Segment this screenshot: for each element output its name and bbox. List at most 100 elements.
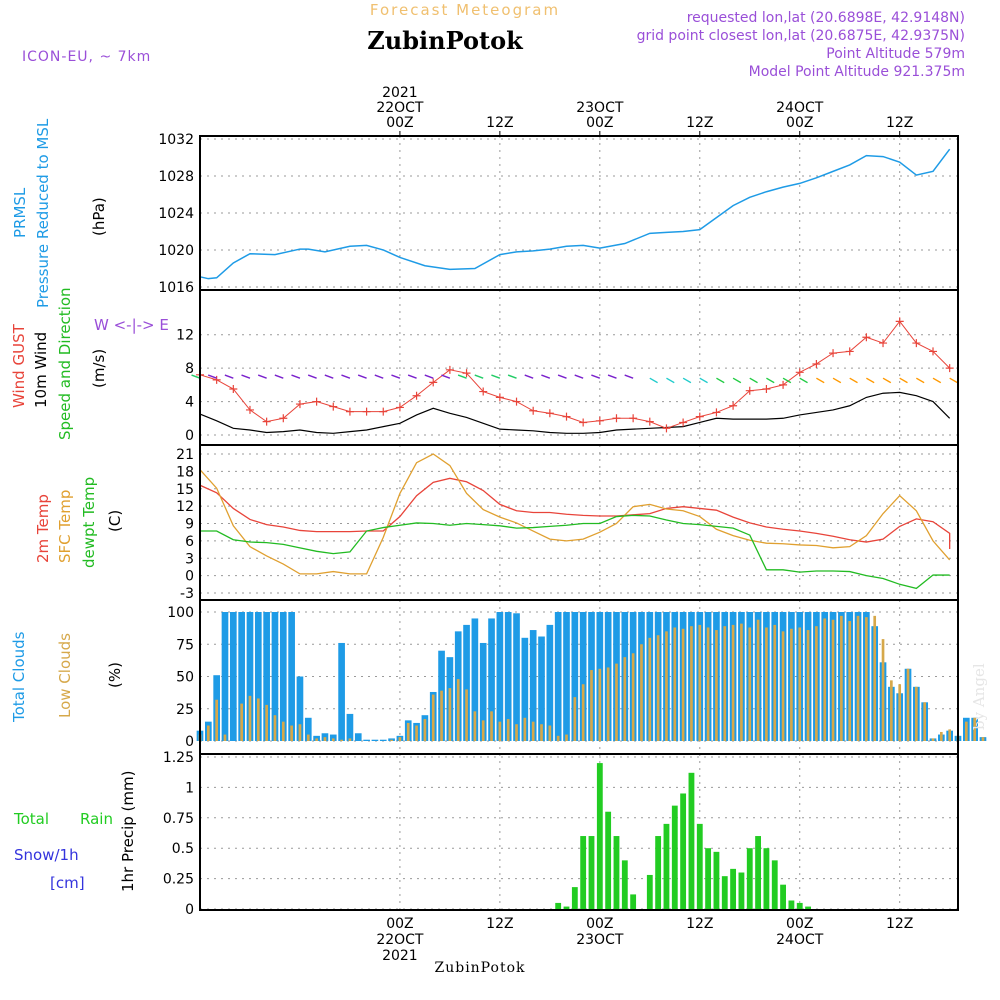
total-cloud-bar — [263, 612, 270, 741]
low-cloud-bar — [415, 725, 418, 741]
time-label-top: 24OCT — [776, 100, 824, 116]
low-cloud-bar — [748, 627, 752, 741]
low-cloud-bar — [806, 630, 810, 741]
prmsl-desc-label: Pressure Reduced to MSL — [34, 118, 52, 308]
wind-arrow — [224, 374, 234, 379]
low-cloud-bar — [498, 721, 502, 741]
rain-bar — [680, 793, 687, 909]
low-cloud-bar — [440, 690, 443, 741]
cm-label: [cm] — [50, 874, 85, 892]
total-cloud-bar — [479, 642, 487, 741]
low-cloud-bar — [215, 699, 218, 741]
rain-bar — [805, 906, 811, 909]
wind-arrow — [916, 377, 925, 384]
low-cloud-bar — [206, 725, 210, 741]
cloud-labels: Total Clouds Low Clouds (%) — [10, 631, 124, 723]
low-cloud-bar — [848, 621, 852, 741]
total-cloud-bar — [221, 612, 229, 741]
rain-bar — [721, 876, 728, 909]
footer-station: ZubinPotok — [434, 960, 525, 976]
time-label-bottom: 23OCT — [576, 932, 624, 948]
tick-label-y: 6 — [185, 534, 194, 550]
low-cloud-bar — [765, 627, 768, 741]
low-cloud-bar — [681, 628, 685, 741]
low-cloud-bar — [606, 667, 610, 741]
total-cloud-bar — [538, 636, 545, 741]
total-label: Total — [13, 810, 49, 828]
wind-arrow — [307, 374, 317, 379]
precip-labels: Total Rain Snow/1h [cm] 1hr Precip (mm) — [13, 771, 137, 892]
total-cloud-bar — [363, 739, 370, 741]
time-label-top: 23OCT — [576, 100, 624, 116]
low-cloud-bar — [931, 738, 935, 741]
t2m-line — [199, 477, 951, 549]
wind-arrow — [541, 374, 551, 379]
low-cloud-bar — [531, 721, 535, 741]
rain-bar — [663, 823, 670, 909]
gust-line — [199, 320, 951, 429]
rain-bar — [630, 894, 637, 909]
time-label-bottom: 00Z — [586, 916, 613, 932]
model-label: ICON-EU, ~ 7km — [22, 49, 151, 65]
low-cloud-bar — [506, 719, 510, 741]
tick-label-y: 0 — [185, 569, 194, 585]
gust-marker — [295, 400, 304, 409]
tick-label-y: 0.5 — [172, 841, 194, 857]
low-cloud-bar — [248, 695, 252, 741]
gust-marker — [479, 387, 488, 396]
time-label-top: 2021 — [382, 85, 418, 101]
total-cloud-bar — [246, 612, 254, 741]
wind-arrow — [932, 377, 942, 384]
wind-arrow — [949, 377, 958, 384]
total-cloud-bar — [388, 738, 395, 741]
wind-arrow — [832, 377, 842, 384]
low-cloud-bar — [540, 724, 543, 741]
wind-arrow — [341, 374, 351, 379]
wind-arrow — [866, 377, 875, 384]
low-cloud-bar — [306, 734, 310, 741]
gust-marker — [795, 368, 804, 377]
low-cloud-bar — [798, 627, 802, 741]
low-cloud-bar — [906, 668, 910, 741]
tick-label-y: 0 — [185, 428, 194, 444]
time-label-bottom: 12Z — [486, 916, 513, 932]
low-cloud-bar — [223, 734, 227, 741]
total-cloud-bar — [521, 637, 529, 741]
wind-arrow — [257, 374, 267, 379]
total-cloud-bar — [579, 612, 587, 741]
wind-arrow — [699, 377, 708, 384]
rain-bar — [613, 836, 620, 909]
low-cloud-bar — [981, 737, 985, 741]
panel-border — [199, 444, 959, 601]
rain-bar — [788, 900, 795, 909]
gust-marker — [829, 349, 838, 358]
low-cloud-bar — [273, 715, 277, 741]
low-cloud-bar — [781, 631, 785, 741]
total-cloud-bar — [379, 739, 387, 741]
wind-arrow — [274, 374, 284, 379]
sfc-temp-line — [199, 453, 951, 575]
pressure-unit: (hPa) — [90, 197, 108, 236]
low-cloud-bar — [973, 717, 976, 741]
total-cloud-bar — [304, 717, 312, 741]
wind-labels: Wind GUST 10m Wind Speed and Direction (… — [10, 287, 169, 440]
wind-arrow — [732, 377, 742, 384]
wind-arrow — [491, 374, 501, 379]
rain-bar — [771, 860, 778, 909]
total-cloud-bar — [329, 734, 337, 741]
low-cloud-bar — [348, 738, 352, 741]
gust-marker — [595, 416, 604, 425]
rain-bar — [655, 836, 662, 909]
tick-label-y: 1028 — [158, 169, 194, 185]
rain-bar — [671, 805, 678, 909]
low-cloud-bar — [623, 657, 627, 741]
low-cloud-bar — [431, 694, 435, 741]
low-cloud-bar — [315, 738, 318, 741]
tick-label-y: 1032 — [158, 132, 194, 148]
tick-label-y: 1024 — [158, 206, 194, 222]
gust-marker — [362, 407, 371, 416]
gust-marker — [312, 397, 321, 406]
wind10-label: 10m Wind — [32, 332, 50, 408]
gust-marker — [229, 385, 238, 394]
